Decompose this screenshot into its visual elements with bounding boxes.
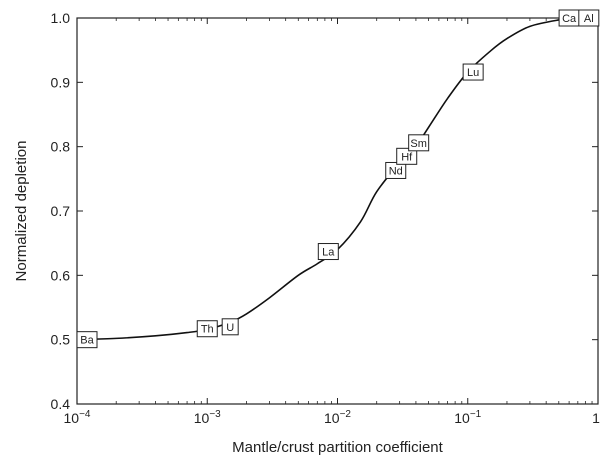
element-label-box [76,331,98,349]
element-label-lu: Lu [462,63,484,81]
element-label-u: U [221,318,239,336]
element-label-box [385,161,407,179]
y-tick-label: 0.4 [51,396,71,412]
y-tick-label: 0.5 [51,332,71,348]
element-label-text: Nd [389,165,403,177]
element-label-text: U [226,322,234,334]
axes-layer [76,17,599,405]
element-label-th: Th [196,320,218,338]
ticks-layer: 10−4 10−3 10−2 10−1 10.40.50.60.70.80.91.0 [51,10,601,426]
element-label-text: Ba [80,335,94,347]
element-label-sm: Sm [408,134,430,152]
element-label-text: Sm [410,138,427,150]
element-label-box [578,9,600,27]
x-tick-label: 10−2 [324,409,351,426]
element-label-box [221,318,239,336]
element-label-text: Ca [562,13,577,25]
x-tick-label: 1 [592,410,600,426]
y-tick-label: 0.6 [51,267,71,283]
x-axis-title: Mantle/crust partition coefficient [232,439,443,456]
element-label-text: Al [584,13,594,25]
element-label-text: Lu [467,67,479,79]
element-label-hf: Hf [396,147,418,165]
element-label-box [317,243,339,261]
element-label-ca: Ca [558,9,580,27]
depletion-curve [76,17,599,341]
y-tick-label: 0.8 [51,139,71,155]
element-label-nd: Nd [385,161,407,179]
element-label-al: Al [578,9,600,27]
y-tick-label: 0.9 [51,74,71,90]
y-tick-label: 0.7 [51,203,71,219]
element-label-box [396,147,418,165]
element-label-box [408,134,430,152]
y-axis-title: Normalized depletion [13,141,30,282]
x-tick-label: 10−3 [194,409,221,426]
element-label-box [462,63,484,81]
plot-frame [76,17,599,405]
plot-layer [76,17,599,341]
element-label-box [196,320,218,338]
element-label-text: Th [201,324,214,336]
element-label-ba: Ba [76,331,98,349]
element-label-text: Hf [401,151,413,163]
y-tick-label: 1.0 [51,10,71,26]
x-tick-label: 10−1 [454,409,481,426]
element-label-la: La [317,243,339,261]
element-label-text: La [322,247,335,259]
